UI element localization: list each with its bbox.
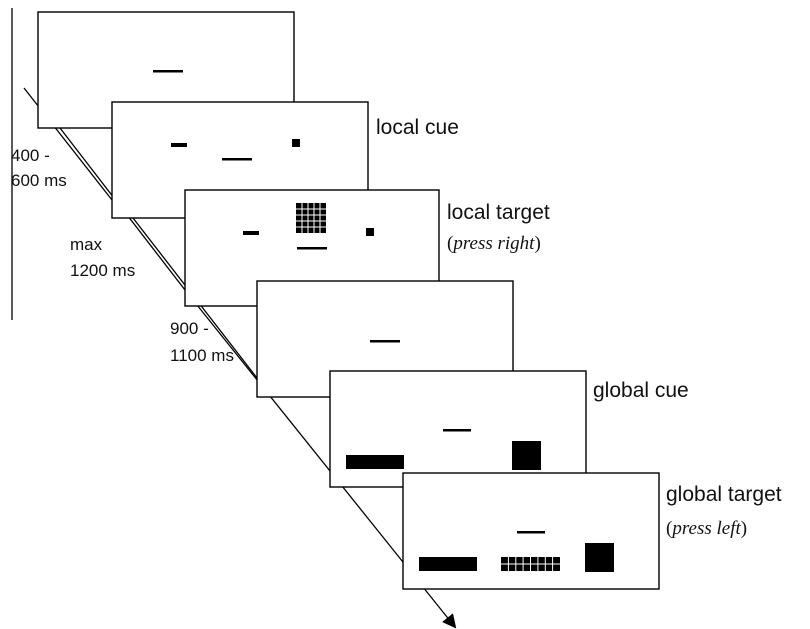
timing-2-line-1: max (70, 235, 103, 254)
fixation-line (297, 247, 327, 250)
fixation-line (443, 429, 471, 432)
label-global-target: global target (666, 483, 782, 506)
cue-small-bar (243, 231, 259, 235)
cue-large-square (585, 543, 614, 572)
fixation-line (153, 70, 183, 73)
response-instruction: press right (451, 233, 535, 254)
fixation-line (222, 158, 252, 161)
cue-small-square (292, 139, 300, 147)
label-global-cue: global cue (593, 379, 689, 402)
cue-small-square (366, 228, 374, 236)
paren-close: ) (741, 518, 747, 539)
screen-5-global-cue (329, 370, 587, 488)
target-row-grid-lines (501, 557, 560, 571)
target-grid (296, 203, 326, 233)
paren-close: ) (534, 233, 540, 254)
paren-open: ( (447, 233, 453, 254)
timing-1-line-2: 600 ms (11, 171, 67, 190)
cue-small-bar (171, 143, 187, 147)
timing-3-line-2: 1100 ms (170, 346, 234, 365)
label-local-cue: local cue (376, 116, 459, 139)
fixation-line (370, 340, 400, 343)
target-grid-lines (296, 203, 326, 233)
response-instruction: press left (670, 518, 741, 539)
timing-3-line-1: 900 - (170, 319, 209, 338)
fixation-line (517, 531, 545, 534)
paren-open: ( (666, 518, 672, 539)
label-global-target-note: (press left) (666, 518, 747, 539)
timing-1-line-1: 400 - (11, 146, 50, 165)
cue-large-bar (419, 557, 477, 571)
label-local-target-note: (press right) (447, 233, 541, 254)
label-local-target: local target (447, 201, 550, 224)
screen-6-global-target (402, 472, 660, 590)
timing-2-line-2: 1200 ms (70, 261, 135, 280)
cue-large-bar (346, 455, 404, 469)
cue-large-square (512, 441, 541, 470)
